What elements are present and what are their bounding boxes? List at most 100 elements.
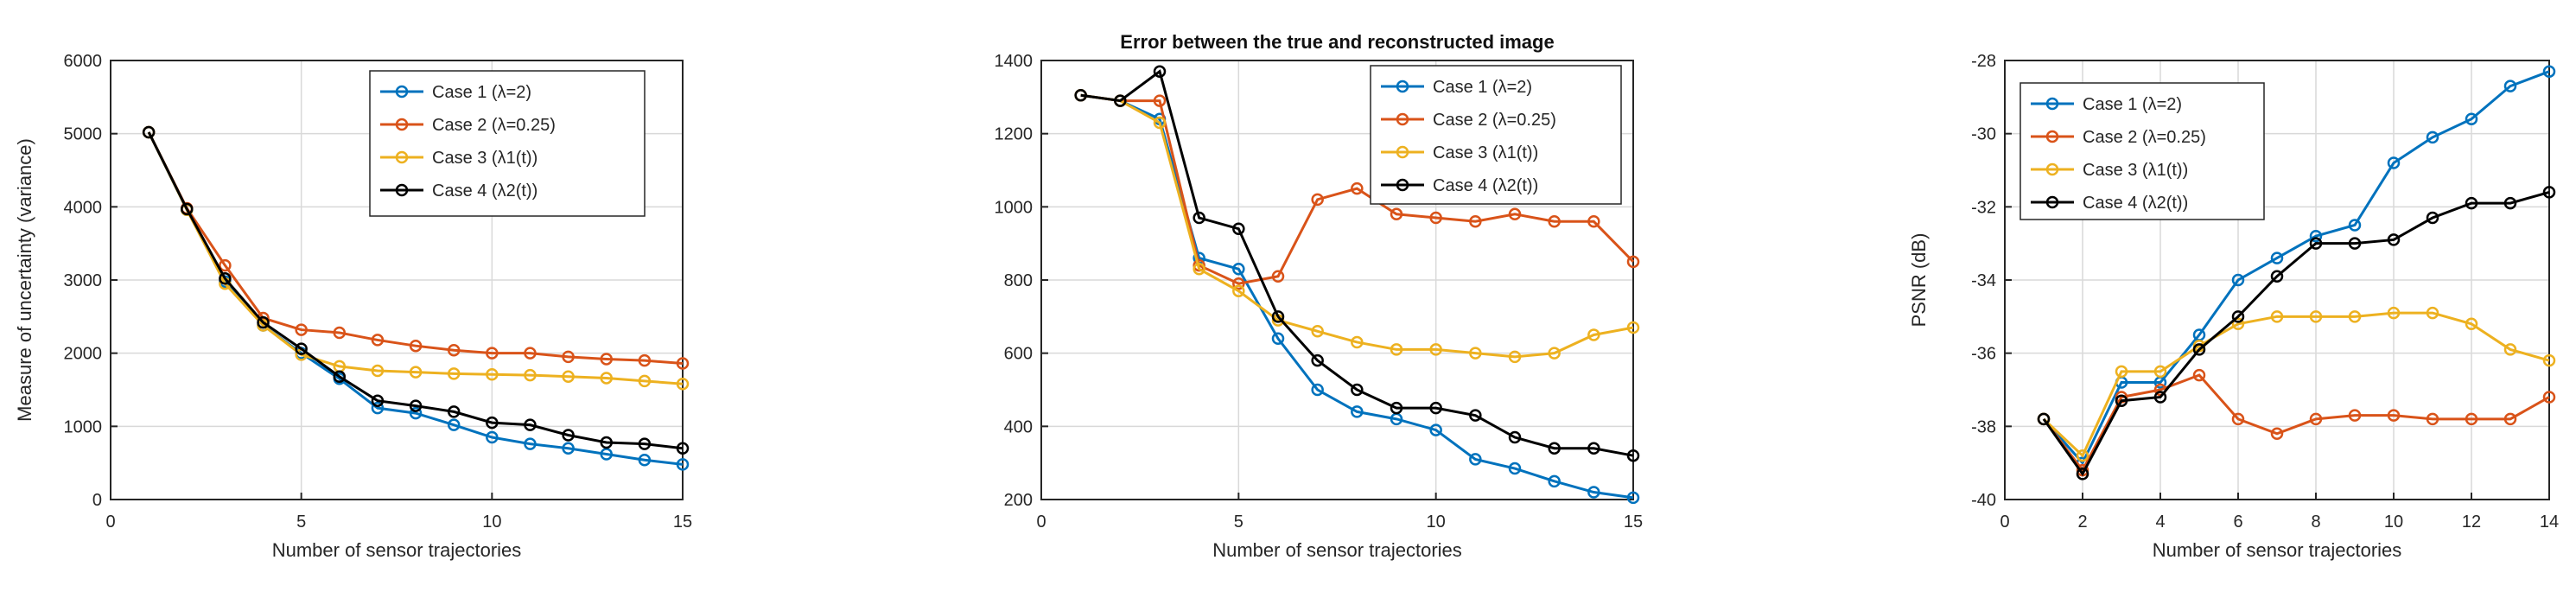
y-tick-label: -30 — [1971, 125, 1996, 144]
legend-entry: Case 3 (λ1(t)) — [2083, 161, 2188, 180]
data-point — [1153, 116, 1167, 130]
data-point — [524, 368, 537, 382]
data-point — [2309, 310, 2323, 323]
data-point — [409, 399, 423, 412]
series-line — [1080, 69, 1634, 457]
y-tick-label: 1400 — [995, 52, 1034, 71]
y-tick-label: 200 — [1004, 491, 1033, 510]
chart-error: 0 5 10 15 200 400 600 800 1000 1200 1400 Number of … — [995, 31, 1644, 561]
series-line — [147, 131, 684, 450]
data-point — [1311, 193, 1324, 207]
x-tick-label: 8 — [2311, 512, 2320, 532]
series-line — [2042, 70, 2550, 466]
data-point — [371, 334, 385, 347]
legend-marker — [2045, 195, 2059, 209]
y-tick-label: -40 — [1971, 491, 1996, 510]
data-point — [1429, 401, 1442, 415]
legend-marker — [395, 85, 409, 99]
data-point — [409, 366, 423, 379]
data-point — [2348, 409, 2362, 422]
data-point — [524, 418, 537, 431]
data-point — [1429, 343, 1442, 356]
data-point — [295, 323, 308, 336]
x-axis-label: Number of sensor trajectories — [272, 539, 522, 561]
data-point — [257, 315, 270, 329]
data-point — [1193, 263, 1205, 276]
data-point — [562, 350, 575, 364]
y-tick-label: -38 — [1971, 417, 1996, 436]
data-point — [1351, 181, 1364, 195]
data-point — [2309, 229, 2323, 243]
data-point — [2465, 317, 2478, 331]
data-point — [600, 448, 613, 461]
data-point — [1153, 94, 1167, 107]
data-point — [1390, 401, 1403, 415]
data-point — [181, 202, 194, 216]
legend-marker — [395, 150, 409, 164]
data-point — [2231, 317, 2245, 331]
legend-entry: Case 4 (λ2(t)) — [1433, 176, 1538, 195]
legend-entry: Case 4 (λ2(t)) — [432, 181, 537, 201]
legend-box — [369, 70, 646, 217]
data-point — [2387, 409, 2401, 422]
data-point — [142, 125, 156, 139]
x-tick-label: 14 — [2540, 512, 2559, 532]
series-line — [2042, 373, 2550, 473]
data-point — [1469, 453, 1482, 466]
y-tick-label: -34 — [1971, 271, 1996, 290]
data-point — [1351, 383, 1364, 397]
data-point — [1153, 65, 1167, 78]
data-point — [2115, 365, 2128, 379]
data-point — [1429, 211, 1442, 225]
data-point — [1587, 328, 1600, 341]
data-point — [486, 347, 499, 360]
data-point — [2426, 211, 2439, 225]
data-point — [2309, 412, 2323, 426]
data-point — [2426, 306, 2439, 320]
data-point — [1114, 94, 1127, 107]
data-point — [1548, 474, 1561, 488]
data-point — [2503, 80, 2517, 92]
data-point — [1587, 486, 1600, 499]
x-tick-label: 10 — [2384, 512, 2403, 532]
data-point — [1271, 310, 1285, 323]
legend-marker — [1396, 178, 1409, 192]
data-point — [2231, 310, 2245, 323]
y-tick-label: 5000 — [64, 125, 103, 144]
y-tick-label: 0 — [92, 491, 102, 510]
legend-entry: Case 1 (λ=2) — [432, 83, 531, 102]
data-point — [600, 353, 613, 366]
legend-marker — [395, 183, 409, 197]
data-point — [1508, 207, 1522, 221]
data-point — [371, 401, 385, 415]
data-point — [447, 418, 461, 431]
data-point — [562, 370, 575, 384]
data-point — [676, 442, 690, 455]
x-tick-label: 4 — [2155, 512, 2165, 532]
data-point — [1193, 258, 1205, 272]
legend-entry: Case 2 (λ=0.25) — [2083, 128, 2206, 147]
x-tick-label: 10 — [1427, 512, 1446, 532]
data-point — [2542, 186, 2556, 199]
data-point — [1469, 409, 1482, 422]
legend-entry: Case 2 (λ=0.25) — [432, 116, 556, 135]
x-tick-label: 15 — [673, 512, 692, 532]
data-point — [2465, 412, 2478, 426]
data-point — [524, 347, 537, 360]
data-point — [562, 429, 575, 442]
data-point — [2503, 343, 2517, 356]
y-tick-label: 1000 — [995, 198, 1034, 217]
y-tick-label: -36 — [1971, 345, 1996, 364]
data-point — [2231, 412, 2245, 426]
data-point — [2426, 412, 2439, 426]
data-point — [1390, 207, 1403, 221]
legend-entry: Case 1 (λ=2) — [2083, 95, 2182, 114]
data-point — [2270, 310, 2284, 323]
data-point — [1508, 462, 1522, 475]
data-point — [2465, 112, 2478, 125]
y-tick-label: 1200 — [995, 125, 1034, 144]
data-point — [1548, 215, 1561, 228]
data-point — [2348, 310, 2362, 323]
data-point — [409, 406, 423, 420]
y-tick-label: 2000 — [64, 345, 103, 364]
